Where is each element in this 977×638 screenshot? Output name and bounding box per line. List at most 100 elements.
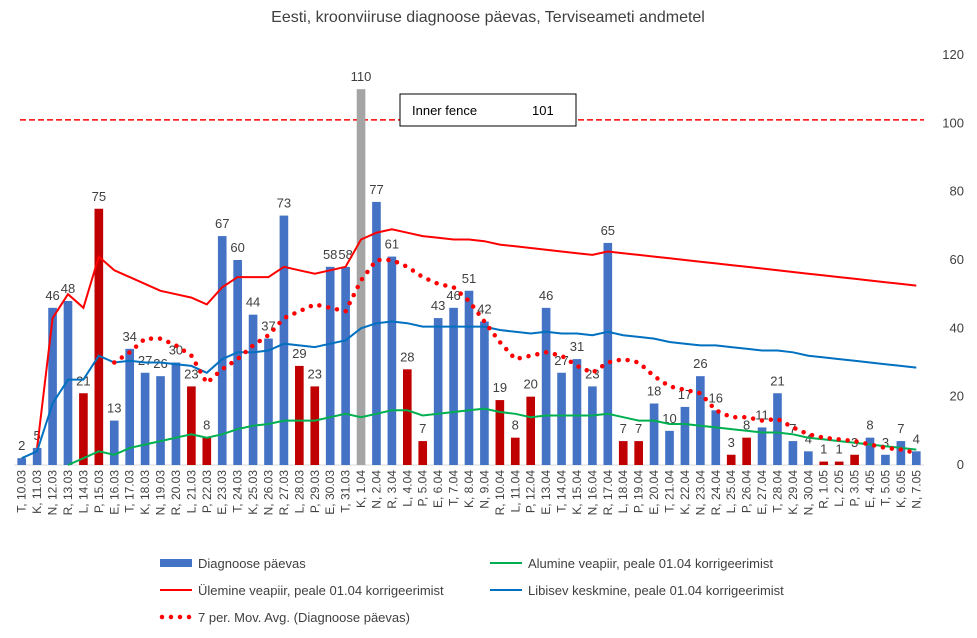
y-tick-label: 80 bbox=[950, 184, 964, 199]
x-tick-label: E, 23.03 bbox=[215, 470, 229, 515]
data-label: 31 bbox=[570, 339, 584, 354]
line bbox=[67, 407, 917, 466]
data-label: 34 bbox=[122, 329, 136, 344]
x-tick-label: K, 25.03 bbox=[246, 470, 260, 515]
bar bbox=[834, 461, 844, 465]
inner-fence-value: 101 bbox=[532, 103, 554, 118]
data-label: 1 bbox=[820, 442, 827, 457]
bar bbox=[187, 386, 196, 465]
bar bbox=[125, 348, 134, 465]
data-label: 20 bbox=[523, 377, 537, 392]
bar bbox=[603, 242, 613, 465]
bar bbox=[17, 458, 27, 465]
data-label: 7 bbox=[620, 421, 627, 436]
bar bbox=[618, 441, 628, 465]
bar bbox=[757, 427, 767, 465]
data-label: 21 bbox=[770, 373, 784, 388]
bar bbox=[310, 386, 320, 465]
data-label: 27 bbox=[138, 353, 152, 368]
data-label: 8 bbox=[203, 418, 210, 433]
bar bbox=[665, 430, 674, 465]
bar bbox=[557, 372, 566, 465]
bar bbox=[156, 376, 165, 465]
x-tick-label: T, 31.03 bbox=[339, 470, 353, 513]
x-tick-label: K, 15.04 bbox=[570, 470, 584, 515]
bar bbox=[79, 393, 88, 465]
x-tick-label: R, 1.05 bbox=[817, 470, 831, 509]
bar bbox=[171, 362, 181, 465]
bar bbox=[264, 338, 273, 465]
x-tick-label: N, 30.04 bbox=[801, 470, 815, 516]
data-label: 8 bbox=[866, 418, 873, 433]
y-tick-label: 40 bbox=[950, 320, 964, 335]
x-tick-label: E, 27.04 bbox=[755, 470, 769, 515]
x-tick-label: E, 16.03 bbox=[107, 470, 121, 515]
x-tick-label: R, 13.03 bbox=[61, 470, 75, 516]
bar bbox=[865, 437, 875, 465]
x-tick-label: L, 28.03 bbox=[292, 470, 306, 514]
x-tick-label: T, 7.04 bbox=[447, 470, 461, 506]
inner-fence-box bbox=[399, 93, 577, 127]
x-tick-label: R, 20.03 bbox=[169, 470, 183, 516]
x-tick-label: L, 14.03 bbox=[76, 470, 90, 514]
data-label: 4 bbox=[913, 431, 920, 446]
x-tick-label: L, 2.05 bbox=[832, 470, 846, 507]
bar bbox=[402, 369, 412, 465]
bar bbox=[356, 89, 366, 466]
data-label: 19 bbox=[493, 380, 507, 395]
data-label: 29 bbox=[292, 346, 306, 361]
line bbox=[21, 320, 917, 460]
data-label: 51 bbox=[462, 271, 476, 286]
x-tick-label: P, 5.04 bbox=[416, 470, 430, 507]
bar bbox=[449, 307, 458, 465]
x-tick-label: P, 15.03 bbox=[92, 470, 106, 513]
legend-swatch bbox=[160, 559, 192, 567]
data-label: 4 bbox=[805, 431, 812, 446]
data-label: 7 bbox=[789, 421, 796, 436]
x-tick-label: N, 9.04 bbox=[477, 470, 491, 509]
bar bbox=[480, 321, 489, 465]
bar bbox=[140, 372, 150, 465]
bar bbox=[896, 441, 906, 465]
data-label: 58 bbox=[338, 247, 352, 262]
data-label: 13 bbox=[107, 401, 121, 416]
bar bbox=[773, 393, 782, 465]
bar bbox=[649, 403, 659, 465]
data-label: 8 bbox=[743, 418, 750, 433]
x-tick-label: K, 18.03 bbox=[138, 470, 152, 515]
bar bbox=[418, 441, 428, 465]
legend-label: Ülemine veapiir, peale 01.04 korrigeerim… bbox=[198, 583, 444, 598]
bar bbox=[341, 266, 350, 465]
data-label: 46 bbox=[539, 288, 553, 303]
data-label: 23 bbox=[308, 366, 322, 381]
data-label: 43 bbox=[431, 298, 445, 313]
data-label: 110 bbox=[351, 69, 372, 84]
x-tick-label: T, 17.03 bbox=[123, 470, 137, 513]
x-tick-label: K, 8.04 bbox=[462, 470, 476, 508]
x-tick-label: T, 28.04 bbox=[770, 470, 784, 513]
bar bbox=[726, 454, 736, 465]
x-tick-label: N, 19.03 bbox=[154, 470, 168, 516]
x-tick-label: P, 29.03 bbox=[308, 470, 322, 513]
legend-label: Alumine veapiir, peale 01.04 korrigeerim… bbox=[528, 556, 773, 571]
x-tick-label: K, 22.04 bbox=[678, 470, 692, 515]
bar bbox=[850, 454, 859, 465]
data-label: 60 bbox=[230, 240, 244, 255]
bar bbox=[742, 437, 751, 465]
x-tick-label: P, 22.03 bbox=[200, 470, 214, 513]
bar bbox=[788, 441, 798, 465]
bar bbox=[526, 396, 536, 465]
x-tick-label: R, 3.04 bbox=[385, 470, 399, 509]
x-tick-label: P, 12.04 bbox=[524, 470, 538, 513]
bar bbox=[233, 260, 242, 465]
line bbox=[36, 228, 917, 449]
y-tick-label: 100 bbox=[942, 115, 964, 130]
y-tick-label: 20 bbox=[950, 389, 964, 404]
x-tick-label: N, 2.04 bbox=[369, 470, 383, 509]
data-label: 3 bbox=[882, 435, 889, 450]
bar bbox=[680, 406, 690, 465]
data-label: 42 bbox=[477, 302, 491, 317]
data-label: 77 bbox=[369, 182, 383, 197]
data-label: 30 bbox=[169, 343, 183, 358]
